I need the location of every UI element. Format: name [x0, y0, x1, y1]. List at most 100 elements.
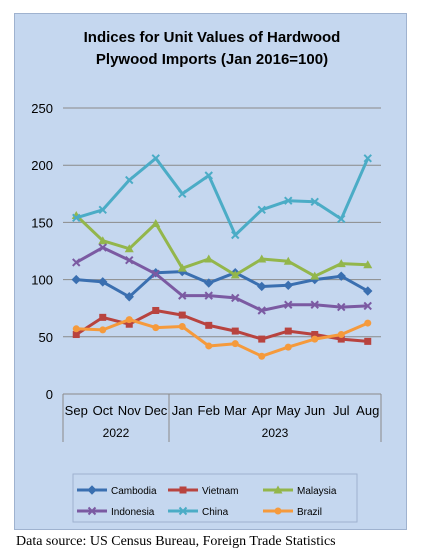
data-point-brazil — [311, 335, 319, 343]
legend-marker-china — [178, 506, 188, 516]
data-point-malaysia — [257, 254, 267, 263]
data-point-vietnam — [231, 327, 239, 335]
data-point-brazil — [337, 331, 345, 339]
data-point-china — [178, 189, 187, 199]
data-point-china — [257, 205, 266, 215]
data-point-malaysia — [363, 260, 373, 269]
data-point-china — [284, 196, 293, 205]
x-tick-label: Nov — [118, 403, 142, 418]
data-point-vietnam — [311, 331, 319, 339]
data-point-indonesia — [151, 269, 160, 279]
x-tick-label: Sep — [65, 403, 88, 418]
data-point-indonesia — [72, 258, 81, 267]
x-tick-label: Jan — [172, 403, 193, 418]
data-point-malaysia — [177, 263, 187, 272]
data-point-indonesia — [337, 302, 346, 312]
data-point-china — [125, 175, 134, 185]
data-point-vietnam — [99, 313, 107, 321]
data-point-china — [363, 154, 372, 163]
data-point-vietnam — [258, 335, 266, 343]
series-line-brazil — [76, 318, 369, 358]
data-point-brazil — [99, 326, 107, 334]
year-group-label: 2023 — [262, 426, 289, 440]
data-point-malaysia — [151, 219, 161, 228]
legend-marker-malaysia — [273, 485, 283, 494]
data-point-cambodia — [336, 271, 346, 281]
chart-title-line-1: Indices for Unit Values of Hardwood — [84, 29, 341, 46]
y-tick-label: 200 — [31, 158, 53, 173]
data-point-malaysia — [336, 259, 346, 268]
x-tick-label: Oct — [93, 403, 114, 418]
data-point-china — [72, 213, 81, 223]
data-point-indonesia — [363, 301, 372, 311]
data-point-malaysia — [204, 254, 214, 263]
data-point-vietnam — [205, 321, 213, 329]
legend-marker-indonesia — [87, 506, 97, 516]
legend-label-brazil: Brazil — [297, 507, 322, 518]
chart-frame: Indices for Unit Values of Hardwood Plyw… — [14, 13, 407, 530]
data-point-vietnam — [125, 320, 133, 328]
data-point-brazil — [364, 319, 372, 327]
data-point-cambodia — [257, 281, 267, 292]
x-tick-label: Feb — [198, 403, 220, 418]
data-point-china — [337, 214, 346, 224]
line-chart: Indices for Unit Values of Hardwood Plyw… — [31, 29, 382, 523]
data-point-china — [98, 205, 107, 215]
data-point-malaysia — [230, 270, 240, 279]
data-point-brazil — [152, 324, 160, 332]
series-line-vietnam — [75, 309, 368, 343]
data-point-vietnam — [337, 335, 345, 343]
data-point-indonesia — [98, 243, 107, 252]
x-tick-label: Jul — [333, 403, 350, 418]
data-point-vietnam — [152, 306, 160, 314]
chart-title-line-2: Plywood Imports (Jan 2016=100) — [96, 51, 328, 68]
x-tick-label: Dec — [144, 403, 168, 418]
data-point-brazil — [72, 325, 80, 333]
data-point-indonesia — [284, 300, 293, 309]
data-point-cambodia — [204, 278, 214, 288]
x-tick-label: Apr — [252, 403, 273, 418]
series-line-indonesia — [75, 246, 368, 312]
legend-label-malaysia: Malaysia — [297, 486, 337, 497]
data-point-vietnam — [178, 311, 186, 319]
data-point-brazil — [258, 352, 266, 360]
y-tick-label: 150 — [31, 215, 53, 230]
y-tick-label: 50 — [39, 330, 53, 345]
y-tick-label: 250 — [31, 101, 53, 116]
data-point-china — [310, 197, 319, 207]
data-point-brazil — [231, 340, 239, 348]
data-point-cambodia — [71, 274, 81, 285]
source-note: Data source: US Census Bureau, Foreign T… — [16, 534, 336, 549]
data-point-brazil — [284, 343, 292, 351]
data-point-indonesia — [204, 291, 213, 300]
data-point-malaysia — [283, 256, 293, 265]
data-point-brazil — [178, 323, 186, 331]
x-tick-label: Aug — [356, 403, 379, 418]
legend-marker-cambodia — [87, 485, 97, 495]
series-line-cambodia — [76, 270, 369, 299]
data-point-indonesia — [310, 300, 319, 309]
data-point-vietnam — [364, 337, 372, 345]
legend-marker-brazil — [274, 507, 282, 515]
legend-label-cambodia: Cambodia — [111, 486, 157, 497]
data-point-indonesia — [257, 306, 266, 315]
data-point-cambodia — [283, 280, 293, 291]
data-point-china — [231, 230, 240, 240]
data-point-indonesia — [231, 293, 240, 303]
data-point-china — [204, 171, 213, 180]
data-point-malaysia — [310, 271, 320, 280]
data-point-vietnam — [72, 331, 80, 339]
data-point-cambodia — [124, 292, 134, 302]
legend-label-vietnam: Vietnam — [202, 486, 239, 497]
year-group-label: 2022 — [103, 426, 130, 440]
legend-marker-vietnam — [179, 486, 187, 494]
data-point-indonesia — [178, 291, 187, 300]
x-tick-label: Mar — [224, 403, 247, 418]
data-point-cambodia — [363, 286, 373, 296]
x-tick-label: Jun — [304, 403, 325, 418]
data-point-malaysia — [98, 236, 108, 245]
x-tick-label: May — [276, 403, 301, 418]
data-point-malaysia — [124, 244, 134, 253]
data-point-brazil — [205, 342, 213, 350]
legend-box — [72, 473, 358, 523]
